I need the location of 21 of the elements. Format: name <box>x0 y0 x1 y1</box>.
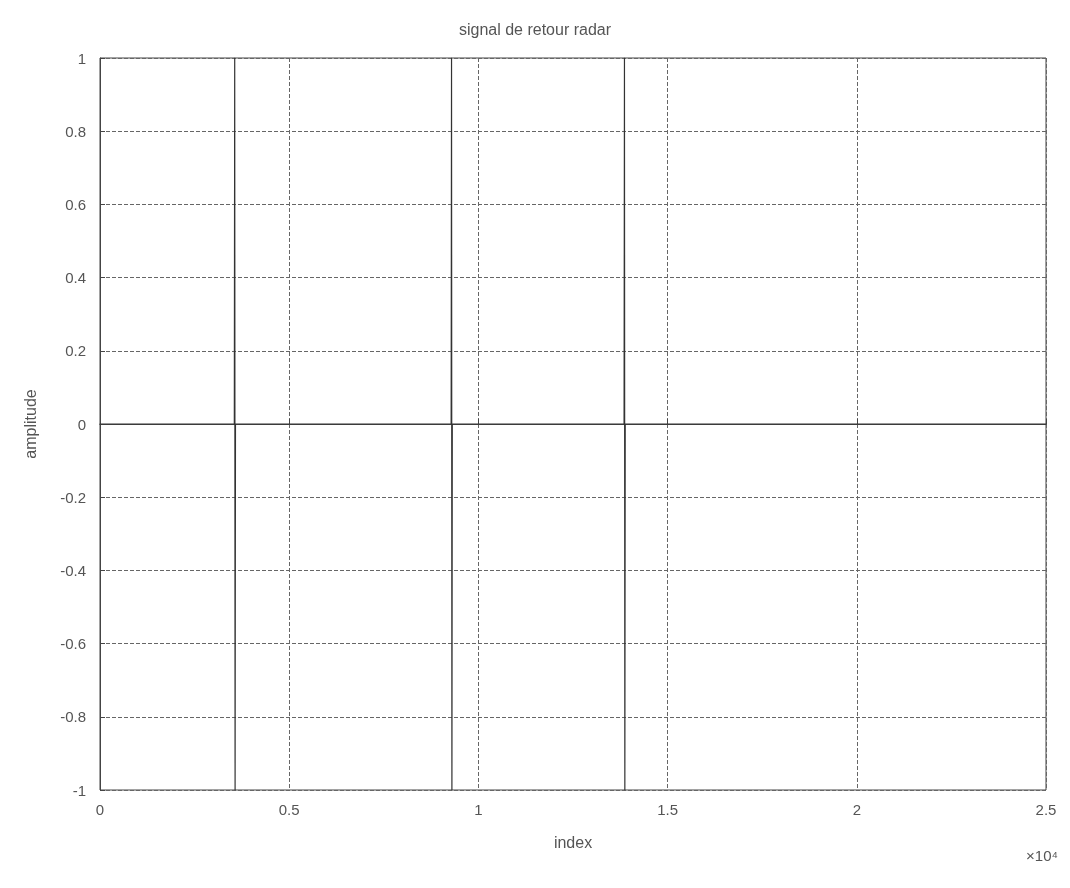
y-tick-label: 0.2 <box>65 342 86 360</box>
x-tick-label: 2 <box>852 801 861 818</box>
x-tick-label: 1 <box>474 801 483 818</box>
y-tick-label: -0.8 <box>60 708 86 726</box>
y-tick-label: -0.4 <box>60 561 86 579</box>
y-tick-label: 0 <box>77 415 86 433</box>
x-tick-label: 0.5 <box>278 801 300 818</box>
x-tick-label: 1.5 <box>657 801 679 818</box>
y-tick-label: -0.2 <box>60 488 86 506</box>
y-tick-label: 1 <box>77 49 86 67</box>
x-tick-label: 0 <box>95 801 105 818</box>
text: ×10⁴ <box>1026 847 1058 864</box>
x-tick-label: 2.5 <box>1035 801 1057 818</box>
y-axis-title: amplitude <box>21 389 39 459</box>
y-tick-label: 0.8 <box>65 122 86 140</box>
y-tick-label: -1 <box>72 781 86 799</box>
y-tick-label: 0.6 <box>65 195 86 213</box>
y-tick-label: 0.4 <box>65 269 86 287</box>
y-tick-label: -0.6 <box>60 635 86 653</box>
x-axis-title: index <box>553 833 593 851</box>
chart-title: signal de retour radar <box>458 20 612 38</box>
